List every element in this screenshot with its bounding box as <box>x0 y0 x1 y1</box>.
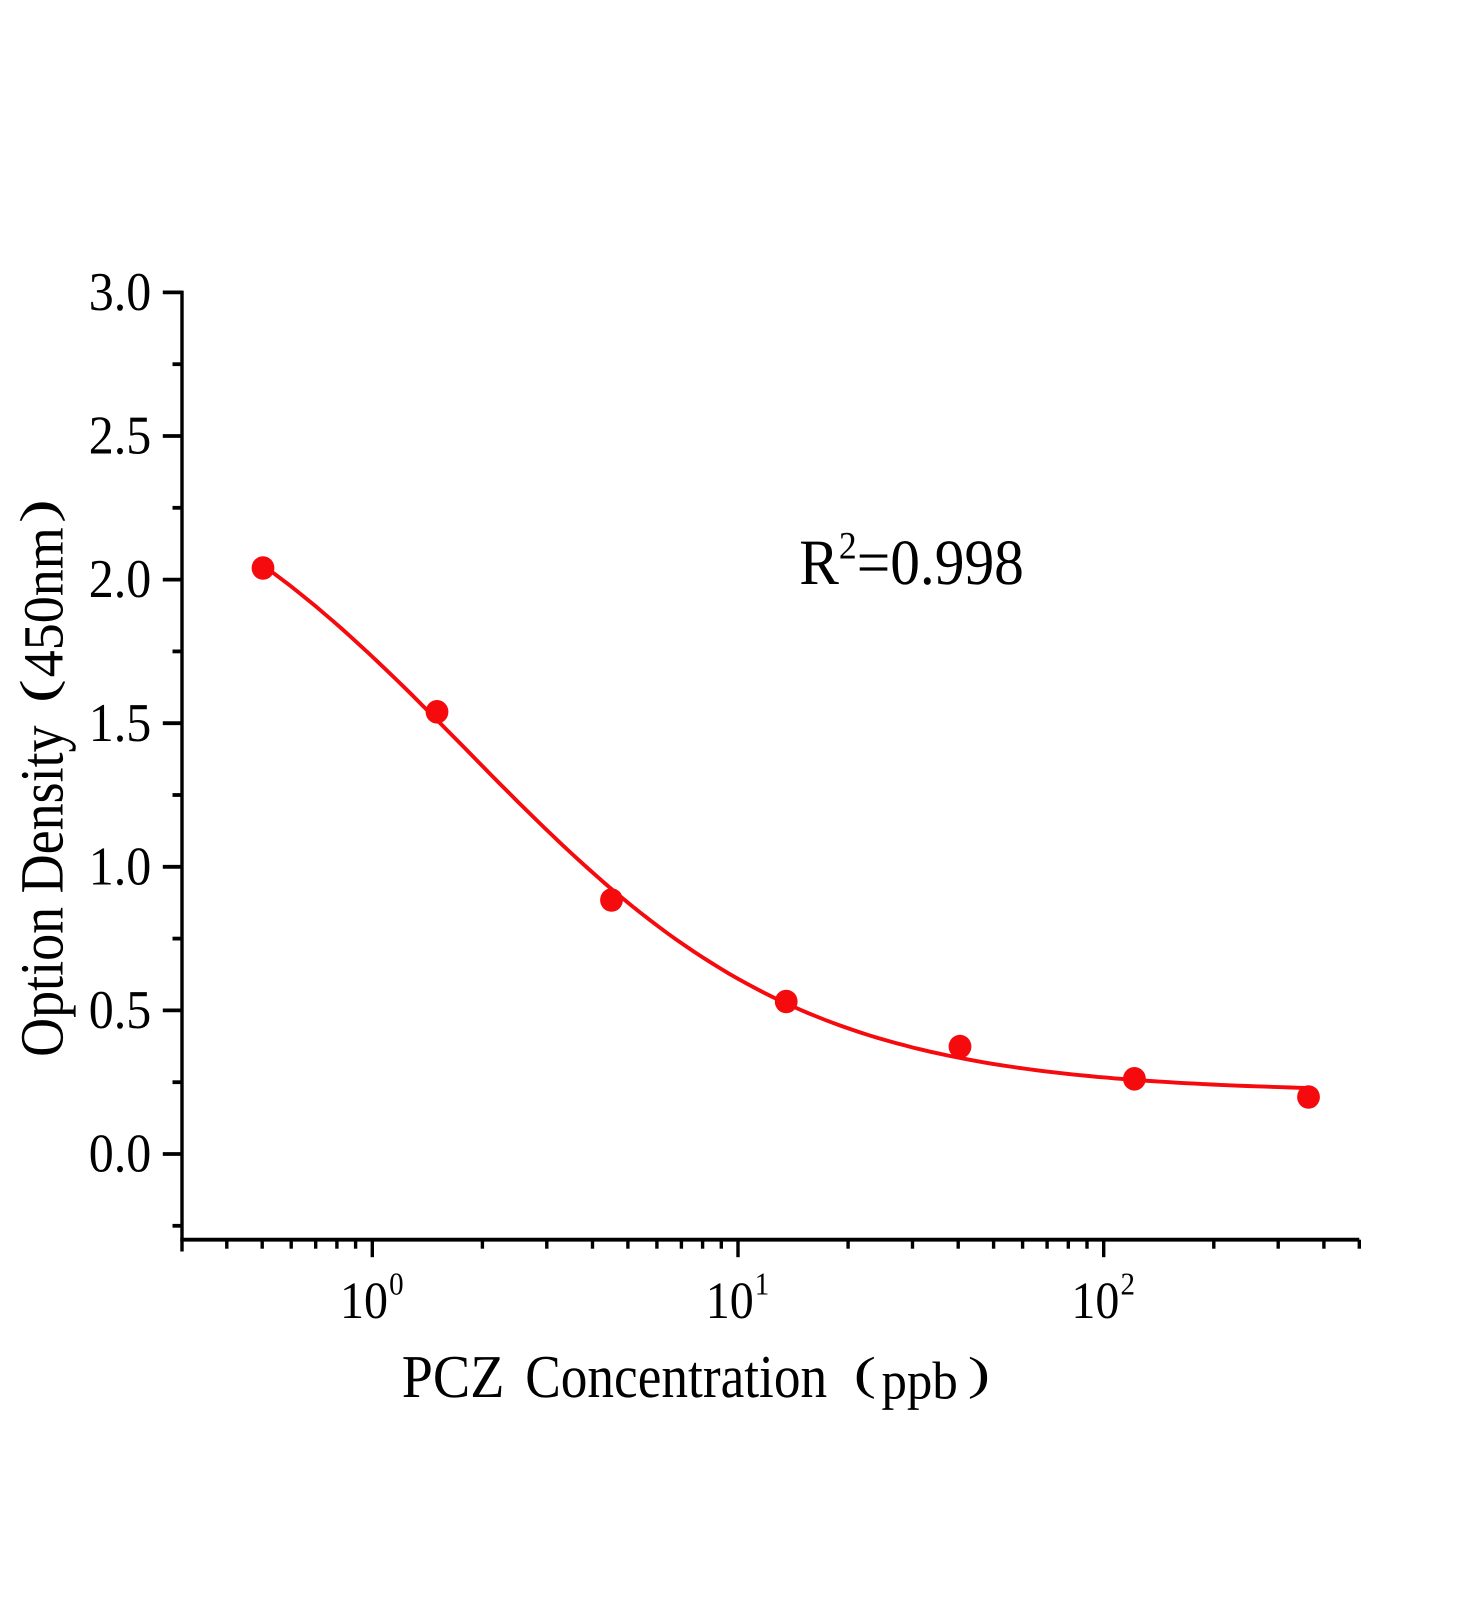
svg-text:1.5: 1.5 <box>89 692 152 753</box>
svg-text:2: 2 <box>1121 1267 1136 1302</box>
svg-text:R: R <box>799 527 839 598</box>
svg-text:10: 10 <box>1071 1272 1119 1330</box>
svg-text:0.5: 0.5 <box>89 979 152 1040</box>
svg-text:(: ( <box>854 1349 876 1400</box>
svg-text:2: 2 <box>839 524 857 567</box>
svg-text:2.5: 2.5 <box>89 404 152 465</box>
svg-text:0.0: 0.0 <box>89 1122 152 1183</box>
svg-text:Concentration: Concentration <box>525 1343 827 1411</box>
svg-text:Option Density: Option Density <box>8 725 76 1057</box>
svg-text:PCZ: PCZ <box>402 1343 505 1411</box>
svg-text:1.0: 1.0 <box>89 835 152 896</box>
svg-text:450nm: 450nm <box>11 527 75 677</box>
svg-text:): ) <box>9 499 65 523</box>
svg-text:10: 10 <box>706 1272 754 1330</box>
svg-text:ppb: ppb <box>882 1351 958 1410</box>
svg-text:1: 1 <box>755 1267 770 1302</box>
svg-text:10: 10 <box>340 1272 388 1330</box>
svg-text:(: ( <box>9 679 65 703</box>
svg-text:): ) <box>968 1349 990 1400</box>
svg-text:=0.998: =0.998 <box>857 527 1024 598</box>
svg-text:0: 0 <box>389 1267 404 1302</box>
svg-text:2.0: 2.0 <box>89 548 152 609</box>
svg-text:3.0: 3.0 <box>89 261 152 322</box>
